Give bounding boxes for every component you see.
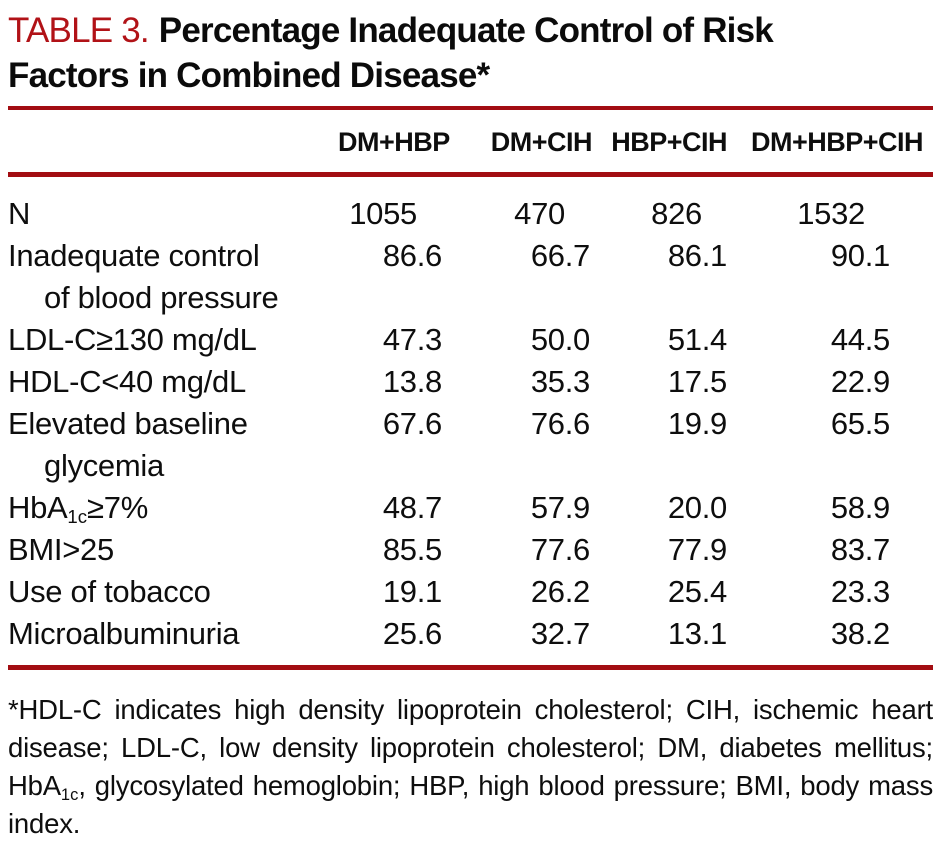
row-label-line1: HDL-C<40 mg/dL [8, 361, 338, 403]
row-label-line1: LDL-C≥130 mg/dL [8, 319, 338, 361]
value-cell: 86.6 [382, 238, 442, 273]
value-cell: 77.6 [530, 532, 590, 567]
row-label: BMI>25 [8, 529, 338, 571]
text-part: N [8, 196, 31, 231]
header-rule [8, 172, 933, 177]
text-part: disease; LDL-C, low density lipoprotein … [8, 732, 933, 763]
text-part: HbA [8, 490, 68, 525]
row-label: N [8, 193, 338, 235]
text-part: Elevated baseline [8, 406, 248, 441]
header-spacer [8, 125, 338, 159]
top-rule [8, 106, 933, 110]
value-cell: 47.3 [382, 322, 442, 357]
row-label-line2: of blood pressure [44, 280, 279, 315]
table-title-line2: Factors in Combined Disease* [8, 56, 490, 95]
subscript-text: 1c [60, 785, 79, 804]
row-label: LDL-C≥130 mg/dL [8, 319, 338, 361]
value-cell: 23.3 [830, 574, 890, 609]
column-header: DM+HBP [338, 127, 450, 157]
value-cell: 58.9 [830, 490, 890, 525]
text-part: Inadequate control [8, 238, 260, 273]
row-label: Elevated baseline glycemia [8, 403, 338, 487]
table-header-row: DM+HBP DM+CIH HBP+CIH DM+HBP+CIH [8, 110, 933, 172]
value-cell: 20.0 [667, 490, 727, 525]
row-label: Inadequate control of blood pressure [8, 235, 338, 319]
text-part: HbA [8, 770, 61, 801]
text-part: *HDL-C indicates high density lipoprotei… [8, 694, 933, 725]
row-label-line1: HbA1c≥7% [8, 487, 338, 529]
value-cell: 22.9 [830, 364, 890, 399]
row-label-line1: Inadequate control [8, 235, 338, 277]
value-cell: 65.5 [830, 406, 890, 441]
value-cell: 1532 [797, 196, 865, 231]
row-label: Microalbuminuria [8, 613, 338, 655]
row-label: Use of tobacco [8, 571, 338, 613]
text-part: LDL-C≥130 mg/dL [8, 322, 257, 357]
value-cell: 470 [514, 196, 565, 231]
paper-table-figure: TABLE 3. Percentage Inadequate Control of… [0, 8, 941, 843]
value-cell: 19.9 [667, 406, 727, 441]
subscript-text: 1c [67, 506, 88, 528]
row-label: HbA1c≥7% [8, 487, 338, 529]
value-cell: 13.1 [667, 616, 727, 651]
text-part: BMI>25 [8, 532, 114, 567]
row-label-line2: glycemia [44, 448, 164, 483]
value-cell: 17.5 [667, 364, 727, 399]
value-cell: 83.7 [830, 532, 890, 567]
value-cell: 1055 [349, 196, 417, 231]
text-part: HDL-C<40 mg/dL [8, 364, 246, 399]
value-cell: 77.9 [667, 532, 727, 567]
value-cell: 67.6 [382, 406, 442, 441]
value-cell: 826 [651, 196, 702, 231]
value-cell: 25.6 [382, 616, 442, 651]
value-cell: 86.1 [667, 238, 727, 273]
column-header: DM+HBP+CIH [750, 127, 924, 157]
value-cell: 13.8 [382, 364, 442, 399]
value-cell: 19.1 [382, 574, 442, 609]
column-header: HBP+CIH [611, 127, 727, 157]
value-cell: 44.5 [830, 322, 890, 357]
value-cell: 38.2 [830, 616, 890, 651]
bottom-rule [8, 665, 933, 670]
value-cell: 76.6 [530, 406, 590, 441]
value-cell: 57.9 [530, 490, 590, 525]
row-label-line1: BMI>25 [8, 529, 338, 571]
text-part: , glycosylated hemoglobin; HBP, high blo… [78, 770, 933, 801]
value-cell: 25.4 [667, 574, 727, 609]
text-part: index. [8, 808, 81, 839]
value-cell: 35.3 [530, 364, 590, 399]
row-label-line1: N [8, 193, 338, 235]
column-header: DM+CIH [490, 127, 593, 157]
value-cell: 66.7 [530, 238, 590, 273]
value-cell: 51.4 [667, 322, 727, 357]
footnote-line: *HDL-C indicates high density lipoprotei… [8, 691, 933, 729]
row-label: HDL-C<40 mg/dL [8, 361, 338, 403]
value-cell: 90.1 [830, 238, 890, 273]
row-label-line1: Microalbuminuria [8, 613, 338, 655]
value-cell: 32.7 [530, 616, 590, 651]
value-cell: 26.2 [530, 574, 590, 609]
table-title: TABLE 3. Percentage Inadequate Control of… [8, 8, 933, 98]
footnote: *HDL-C indicates high density lipoprotei… [8, 691, 933, 843]
risk-table-body: N 1055 470 826 1532 Inadequate control of bloo… [8, 177, 933, 665]
table-title-line1: Percentage Inadequate Control of Risk [158, 11, 774, 50]
footnote-line: index. [8, 805, 933, 843]
text-part: Use of tobacco [8, 574, 211, 609]
value-cell: 85.5 [382, 532, 442, 567]
value-cell: 48.7 [382, 490, 442, 525]
value-cell: 50.0 [530, 322, 590, 357]
table-number-label: TABLE 3. [8, 11, 150, 50]
footnote-line: disease; LDL-C, low density lipoprotein … [8, 729, 933, 767]
row-label-line1: Elevated baseline [8, 403, 338, 445]
row-label-line1: Use of tobacco [8, 571, 338, 613]
footnote-line: HbA1c, glycosylated hemoglobin; HBP, hig… [8, 767, 933, 805]
text-part: Microalbuminuria [8, 616, 240, 651]
text-part: ≥7% [87, 490, 148, 525]
